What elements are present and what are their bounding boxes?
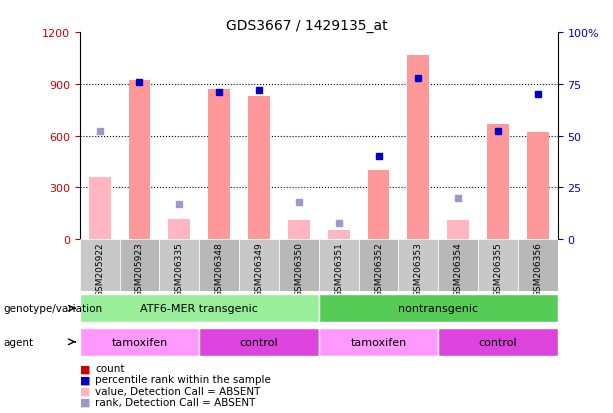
Text: GSM206335: GSM206335: [175, 242, 184, 297]
Bar: [328, 230, 349, 240]
FancyBboxPatch shape: [80, 328, 199, 356]
Bar: [89, 178, 110, 240]
Bar: [208, 90, 230, 240]
FancyBboxPatch shape: [438, 240, 478, 291]
Bar: [368, 171, 389, 240]
Text: ATF6-MER transgenic: ATF6-MER transgenic: [140, 304, 258, 314]
Text: GSM206351: GSM206351: [334, 242, 343, 297]
FancyBboxPatch shape: [438, 328, 558, 356]
Text: ■: ■: [80, 375, 90, 385]
Text: nontransgenic: nontransgenic: [398, 304, 478, 314]
FancyBboxPatch shape: [279, 240, 319, 291]
Bar: [248, 97, 270, 240]
FancyBboxPatch shape: [478, 240, 518, 291]
Text: control: control: [240, 337, 278, 347]
Bar: [169, 220, 190, 240]
Text: agent: agent: [3, 337, 33, 347]
Bar: [527, 133, 549, 240]
Text: GSM205922: GSM205922: [95, 242, 104, 296]
Text: GSM206354: GSM206354: [454, 242, 463, 296]
FancyBboxPatch shape: [319, 295, 558, 323]
Text: genotype/variation: genotype/variation: [3, 304, 102, 313]
Text: GSM206353: GSM206353: [414, 242, 423, 297]
Text: tamoxifen: tamoxifen: [351, 337, 406, 347]
Text: tamoxifen: tamoxifen: [112, 337, 167, 347]
Text: GSM206355: GSM206355: [493, 242, 503, 297]
Text: count: count: [95, 363, 124, 373]
Text: value, Detection Call = ABSENT: value, Detection Call = ABSENT: [95, 386, 261, 396]
Text: ■: ■: [80, 386, 90, 396]
Bar: [288, 221, 310, 240]
FancyBboxPatch shape: [80, 240, 120, 291]
Text: ■: ■: [80, 363, 90, 373]
Bar: [408, 55, 429, 240]
FancyBboxPatch shape: [239, 240, 279, 291]
FancyBboxPatch shape: [199, 240, 239, 291]
Bar: [447, 221, 469, 240]
FancyBboxPatch shape: [120, 240, 159, 291]
Text: GSM206349: GSM206349: [254, 242, 264, 296]
Text: control: control: [479, 337, 517, 347]
Text: percentile rank within the sample: percentile rank within the sample: [95, 375, 271, 385]
FancyBboxPatch shape: [80, 295, 319, 323]
FancyBboxPatch shape: [319, 328, 438, 356]
Text: GSM206348: GSM206348: [215, 242, 224, 296]
Text: GSM206356: GSM206356: [533, 242, 543, 297]
Text: ■: ■: [80, 397, 90, 407]
Text: rank, Detection Call = ABSENT: rank, Detection Call = ABSENT: [95, 397, 256, 407]
FancyBboxPatch shape: [518, 240, 558, 291]
Text: GSM205923: GSM205923: [135, 242, 144, 296]
Text: GSM206350: GSM206350: [294, 242, 303, 297]
FancyBboxPatch shape: [359, 240, 398, 291]
FancyBboxPatch shape: [319, 240, 359, 291]
Text: GDS3667 / 1429135_at: GDS3667 / 1429135_at: [226, 19, 387, 33]
Bar: [129, 81, 150, 240]
FancyBboxPatch shape: [199, 328, 319, 356]
FancyBboxPatch shape: [398, 240, 438, 291]
FancyBboxPatch shape: [159, 240, 199, 291]
Bar: [487, 124, 509, 240]
Text: GSM206352: GSM206352: [374, 242, 383, 296]
